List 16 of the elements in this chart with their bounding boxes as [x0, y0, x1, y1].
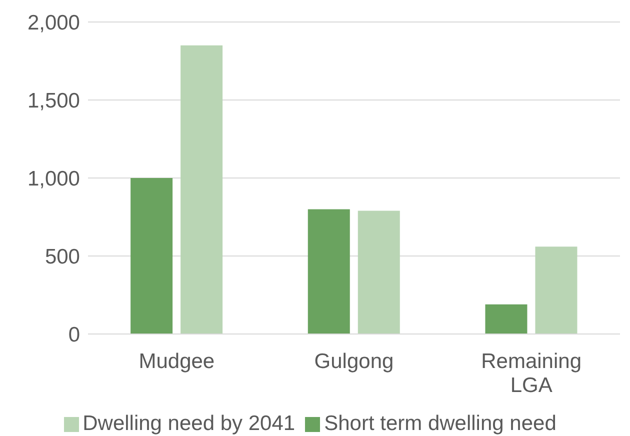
- y-tick-label: 2,000: [27, 11, 80, 34]
- bar: [308, 209, 350, 334]
- x-tick-label: Gulgong: [314, 350, 394, 373]
- bar: [485, 304, 528, 334]
- x-tick-label: Remaining LGA: [481, 350, 582, 397]
- bar: [358, 210, 400, 334]
- y-tick-label: 1,500: [27, 89, 80, 112]
- bar: [180, 45, 223, 334]
- y-tick-label: 500: [44, 245, 80, 268]
- x-tick-label: Mudgee: [138, 350, 215, 373]
- legend-label: Short term dwelling need: [324, 412, 556, 435]
- bar: [535, 246, 578, 334]
- y-tick-label: 1,000: [27, 167, 80, 190]
- y-tick-label: 0: [68, 323, 80, 346]
- bar: [130, 178, 173, 334]
- legend-label: Dwelling need by 2041: [82, 412, 296, 435]
